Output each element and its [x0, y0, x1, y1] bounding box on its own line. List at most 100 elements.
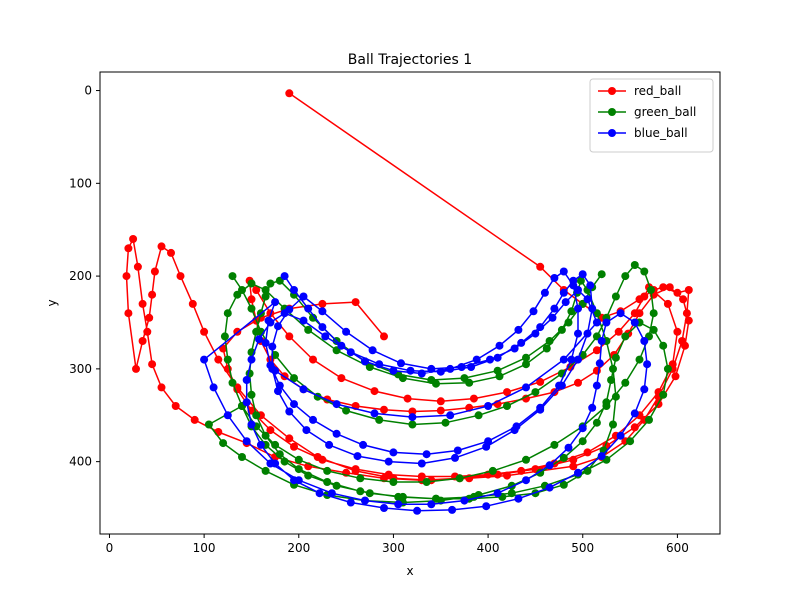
data-point [614, 327, 623, 336]
x-tick-label: 400 [477, 541, 500, 555]
data-point [592, 381, 601, 390]
data-point [280, 457, 289, 466]
data-point [460, 374, 469, 383]
y-axis: 0 100 200 300 400 [69, 84, 100, 469]
data-point [309, 355, 317, 364]
data-point [408, 413, 417, 422]
y-tick-label: 200 [69, 269, 92, 283]
data-point [578, 270, 587, 279]
data-point [133, 262, 142, 271]
legend-item-red_ball: red_ball [598, 84, 681, 98]
data-point [380, 504, 388, 512]
data-point [621, 332, 630, 341]
data-point [200, 327, 209, 336]
data-point [436, 367, 445, 376]
data-point [150, 267, 159, 276]
data-point [138, 337, 147, 345]
data-point [611, 392, 620, 401]
data-point [351, 298, 360, 307]
data-point [403, 394, 412, 403]
data-point [531, 388, 540, 397]
data-point [408, 420, 417, 429]
data-point [659, 283, 668, 292]
data-point [569, 455, 578, 464]
data-point [342, 406, 351, 415]
data-point [365, 363, 374, 371]
data-point [569, 462, 578, 471]
data-point [167, 248, 175, 257]
data-point [351, 465, 360, 474]
x-tick-label: 100 [193, 541, 216, 555]
data-point [640, 292, 649, 301]
data-point [611, 292, 620, 301]
data-point [304, 471, 313, 480]
data-point [271, 459, 280, 468]
data-point [640, 385, 649, 394]
data-point [609, 364, 617, 373]
data-point [353, 452, 362, 461]
data-point [646, 286, 655, 294]
data-point [255, 335, 263, 344]
data-point [441, 418, 450, 427]
data-point [397, 359, 405, 368]
data-point [545, 337, 554, 345]
data-point [342, 327, 351, 336]
data-point [190, 415, 199, 424]
data-point [171, 402, 180, 410]
data-point [455, 474, 464, 483]
data-point [673, 288, 682, 297]
data-point [548, 313, 557, 322]
data-point [630, 318, 639, 327]
legend: red_ball green_ball blue_ball [589, 78, 714, 153]
data-point [671, 372, 680, 381]
x-tick-label: 0 [106, 541, 114, 555]
data-point [413, 506, 422, 515]
data-point [595, 359, 604, 368]
data-point [361, 357, 369, 366]
data-point [318, 299, 327, 308]
data-point [611, 353, 620, 362]
data-point [507, 489, 516, 498]
data-point [522, 394, 530, 403]
plot-area [122, 89, 693, 515]
data-point [597, 452, 606, 461]
data-point [223, 309, 232, 318]
data-point [536, 377, 545, 386]
data-point [643, 360, 652, 369]
data-point [514, 494, 523, 503]
data-point [145, 313, 154, 322]
data-point [550, 304, 559, 313]
data-point [204, 420, 213, 429]
data-point [503, 471, 511, 480]
data-point [472, 355, 481, 364]
data-point [252, 411, 261, 420]
data-point [561, 298, 570, 307]
data-point [394, 492, 403, 501]
data-point [557, 325, 566, 334]
data-point [621, 272, 630, 281]
data-point [436, 406, 445, 415]
data-point [294, 455, 303, 464]
data-point [242, 398, 251, 407]
data-point [482, 502, 491, 511]
data-point [457, 363, 466, 371]
data-point [578, 437, 587, 446]
data-point [649, 325, 658, 334]
data-point [663, 364, 672, 373]
data-point [574, 304, 582, 313]
data-point [597, 337, 606, 345]
data-point [529, 307, 538, 316]
data-point [318, 323, 327, 332]
data-point [536, 262, 545, 271]
data-point [569, 276, 578, 285]
data-point [299, 385, 308, 394]
data-point [559, 288, 568, 297]
data-point [448, 505, 457, 514]
data-point [417, 472, 426, 481]
data-point [592, 318, 601, 327]
data-point [588, 403, 597, 412]
data-point [559, 355, 568, 364]
data-point [290, 476, 298, 485]
data-point [427, 376, 436, 384]
x-tick-label: 600 [666, 541, 689, 555]
